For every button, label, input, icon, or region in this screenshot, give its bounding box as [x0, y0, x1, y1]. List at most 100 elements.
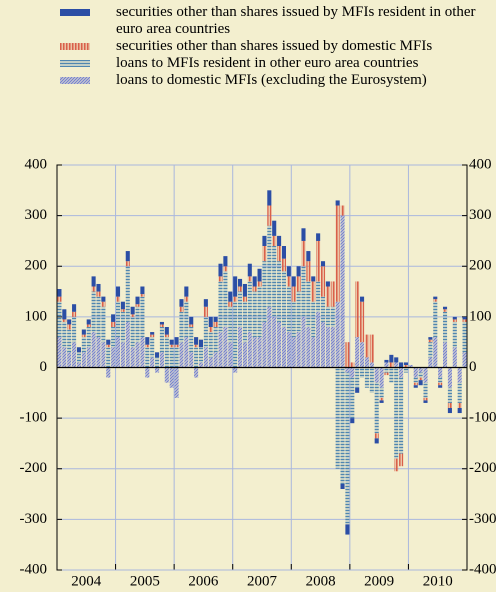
bar-segment	[223, 266, 228, 272]
bar-segment	[155, 352, 160, 358]
y2-tick-label: -100	[469, 410, 496, 426]
bar-segment	[277, 235, 282, 246]
bar-segment	[76, 347, 82, 353]
legend-label: loans to domestic MFIs (excluding the Eu…	[116, 72, 427, 88]
bar-segment	[72, 304, 77, 312]
bar-segment	[203, 316, 208, 348]
bar-segment	[218, 281, 223, 333]
bar-segment	[174, 344, 179, 348]
bar-segment	[272, 246, 277, 317]
bar-segment	[223, 271, 228, 327]
bar-segment	[277, 246, 282, 262]
bar-segment	[237, 327, 243, 368]
bar-segment	[125, 261, 130, 267]
bar-segment	[462, 316, 467, 320]
bar-segment	[340, 215, 345, 368]
bar-segment	[369, 334, 374, 363]
x-tick-label: 2010	[423, 573, 453, 589]
bar-segment	[96, 337, 101, 368]
bar-segment	[247, 276, 252, 282]
bar-segment	[457, 408, 462, 414]
bar-segment	[169, 339, 174, 345]
bar-segment	[130, 306, 135, 315]
bar-segment	[237, 286, 243, 292]
bar-segment	[369, 362, 374, 368]
bar-segment	[277, 261, 282, 322]
bar-segment	[457, 402, 462, 408]
y2-tick-label: 400	[469, 156, 492, 172]
bar-segment	[189, 327, 194, 353]
bar-segment	[106, 367, 111, 378]
bar-segment	[76, 362, 82, 368]
bar-segment	[159, 352, 164, 368]
bar-segment	[184, 296, 189, 302]
bar-segment	[394, 362, 399, 368]
bar-segment	[272, 316, 277, 368]
bar-segment	[355, 337, 360, 368]
bar-segment	[325, 306, 330, 327]
bar-segment	[457, 382, 462, 403]
bar-segment	[242, 283, 247, 297]
bar-segment	[223, 256, 228, 267]
bar-segment	[57, 289, 62, 297]
y-tick-label: 0	[40, 359, 48, 375]
bar-segment	[452, 319, 457, 322]
legend-swatch	[60, 77, 90, 84]
bar-segment	[438, 367, 443, 378]
bar-segment	[135, 304, 140, 307]
bar-segment	[462, 352, 467, 368]
bar-segment	[86, 319, 91, 325]
bar-segment	[233, 367, 238, 373]
bar-segment	[442, 311, 448, 343]
y-tick-label: -300	[20, 511, 48, 527]
y-tick-label: 300	[25, 207, 48, 223]
bar-segment	[394, 367, 399, 459]
bar-segment	[179, 306, 184, 312]
bar-segment	[345, 367, 350, 373]
bar-segment	[301, 240, 306, 267]
bar-segment	[413, 367, 418, 378]
bar-segment	[389, 367, 394, 383]
bar-segment	[374, 438, 379, 444]
bar-segment	[184, 337, 189, 368]
bar-segment	[413, 382, 418, 386]
bar-segment	[155, 367, 160, 373]
y2-tick-label: 200	[469, 258, 492, 274]
bar-segment	[198, 347, 204, 363]
bar-segment	[452, 321, 457, 348]
bar-segment	[311, 301, 316, 338]
bar-segment	[218, 263, 223, 277]
bar-segment	[350, 367, 355, 378]
bar-segment	[242, 301, 247, 343]
bar-segment	[462, 319, 467, 322]
bar-segment	[447, 408, 452, 414]
bar-segment	[389, 354, 394, 363]
legend-swatch	[60, 9, 90, 16]
bar-segment	[81, 334, 86, 338]
y-tick-label: -200	[20, 460, 48, 476]
bar-segment	[374, 433, 379, 439]
bar-segment	[457, 367, 462, 383]
bar-segment	[262, 246, 267, 262]
bar-segment	[267, 190, 272, 206]
bar-segment	[203, 347, 208, 368]
bar-segment	[262, 261, 267, 322]
bar-segment	[438, 377, 443, 383]
bar-segment	[413, 377, 418, 383]
y2-tick-label: 300	[469, 207, 492, 223]
bar-segment	[169, 347, 174, 368]
bar-segment	[384, 359, 389, 363]
bar-segment	[433, 337, 438, 368]
bar-segment	[125, 266, 130, 322]
bar-segment	[120, 342, 125, 368]
bar-segment	[72, 342, 77, 368]
bar-segment	[438, 382, 443, 386]
bar-segment	[164, 337, 169, 368]
bar-segment	[428, 339, 433, 343]
bar-segment	[106, 347, 111, 368]
bar-segment	[257, 286, 262, 338]
bar-segment	[228, 342, 233, 368]
bar-segment	[399, 377, 404, 454]
bar-segment	[208, 332, 213, 358]
bar-segment	[91, 332, 96, 368]
